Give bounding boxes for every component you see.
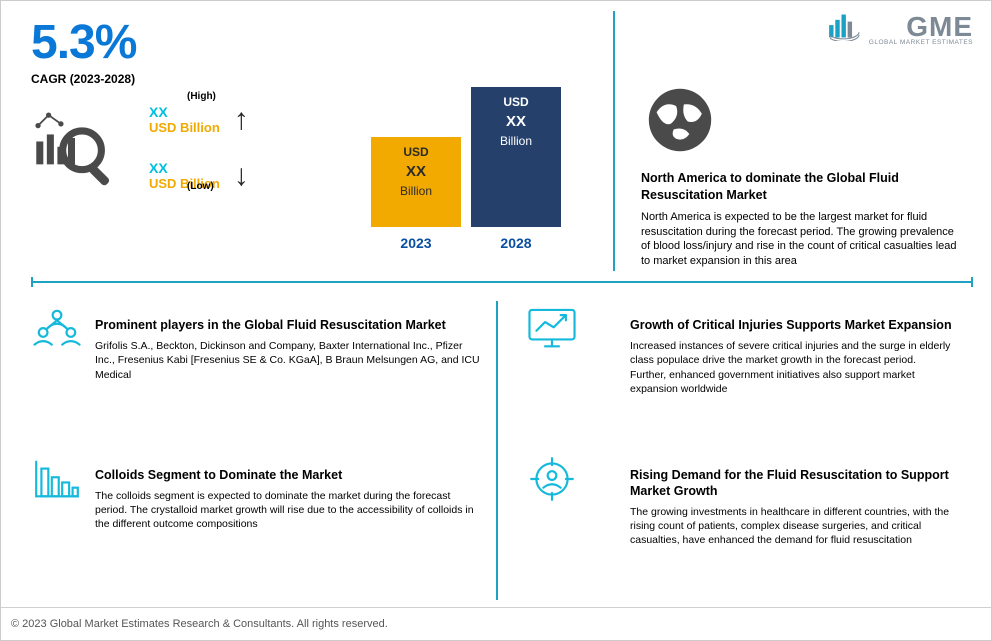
horizontal-divider [31,281,973,283]
region-body: North America is expected to be the larg… [641,210,961,269]
brand-logo: GME GLOBAL MARKET ESTIMATES [827,11,973,46]
cell-growth: Growth of Critical Injuries Supports Mar… [502,301,973,451]
bar-2023-usd: USD [403,145,428,159]
market-size-row: XX USD Billion ↑ XX USD Billion ↓ [31,101,249,194]
cagr-label-text: CAGR [31,72,66,86]
cell-players-body: Grifolis S.A., Beckton, Dickinson and Co… [95,339,482,382]
cell-demand-title: Rising Demand for the Fluid Resuscitatio… [630,467,953,500]
market-size-highlow: XX USD Billion ↑ XX USD Billion ↓ [149,103,249,193]
bar-2028-unit: Billion [500,134,532,148]
cell-growth-title: Growth of Critical Injuries Supports Mar… [630,317,953,333]
arrow-up-icon: ↑ [234,103,249,137]
high-label: (High) [187,91,216,102]
info-grid: Prominent players in the Global Fluid Re… [31,301,973,600]
bar-2023: USD XX Billion [371,137,461,227]
cell-growth-body: Increased instances of severe critical i… [630,339,953,396]
cagr-value: 5.3% [31,15,136,70]
logo-mark-icon [827,11,863,46]
cell-demand: Rising Demand for the Fluid Resuscitatio… [502,451,973,601]
cell-demand-body: The growing investments in healthcare in… [630,505,953,548]
bar-2028-xx: XX [506,113,526,130]
cell-segment-title: Colloids Segment to Dominate the Market [95,467,482,483]
bar-year-2028: 2028 [471,235,561,251]
analytics-magnifier-icon [31,101,119,194]
cell-segment: Colloids Segment to Dominate the Market … [31,451,502,601]
footer-copyright: © 2023 Global Market Estimates Research … [11,618,388,630]
bar-2028: USD XX Billion [471,87,561,227]
region-title: North America to dominate the Global Flu… [641,170,971,204]
market-size-high-text: XX USD Billion [149,104,220,135]
high-xx: XX [149,104,220,120]
footer-divider [1,607,991,608]
cagr-label: CAGR (2023-2028) [31,72,136,86]
monitor-chart-icon [526,305,578,358]
highlow-labels: (High) (Low) [187,91,216,102]
cell-players-title: Prominent players in the Global Fluid Re… [95,317,482,333]
low-label: (Low) [187,181,214,192]
cell-players: Prominent players in the Global Fluid Re… [31,301,502,451]
players-icon [31,305,83,358]
high-unit: USD Billion [149,120,220,135]
bar-year-2023: 2023 [371,235,461,251]
bar-2023-xx: XX [406,163,426,180]
target-person-icon [526,455,578,508]
market-size-bar-chart: USD XX Billion USD XX Billion 2023 2028 [371,81,591,251]
market-size-high: XX USD Billion ↑ [149,103,249,137]
region-block: North America to dominate the Global Flu… [641,81,971,269]
logo-subtext: GLOBAL MARKET ESTIMATES [869,39,973,46]
globe-icon [641,81,971,164]
cagr-block: 5.3% CAGR (2023-2028) [31,15,136,86]
arrow-down-icon: ↓ [234,159,249,193]
bar-2023-inner: USD XX Billion [371,137,461,227]
bar-2028-inner: USD XX Billion [471,87,561,227]
bar-2028-usd: USD [503,95,528,109]
bar-2023-unit: Billion [400,184,432,198]
low-xx: XX [149,160,220,176]
cagr-label-range: (2023-2028) [70,72,135,86]
vertical-divider-top [613,11,615,271]
cell-segment-body: The colloids segment is expected to domi… [95,489,482,532]
bar-chart-icon [31,455,83,508]
logo-text-wrap: GME GLOBAL MARKET ESTIMATES [869,11,973,46]
